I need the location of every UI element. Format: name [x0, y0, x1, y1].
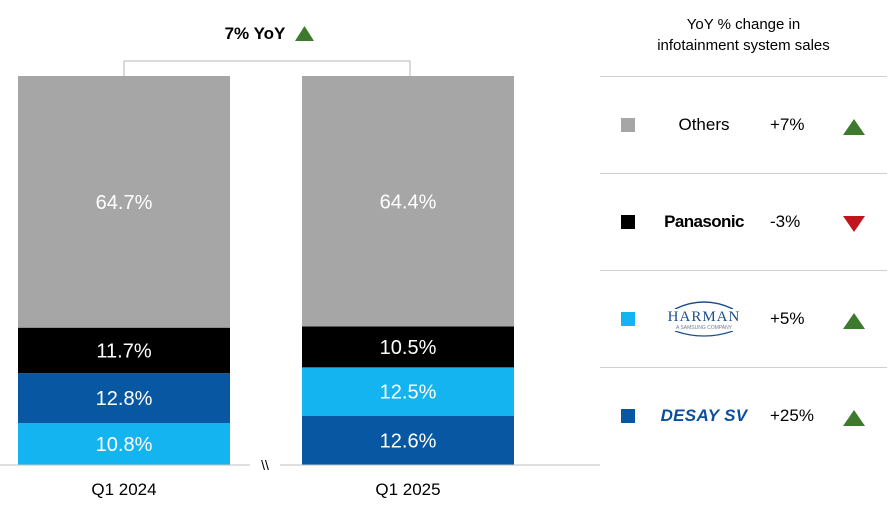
- legend-swatch: [621, 409, 635, 423]
- data-label-others-q1-2024: 64.7%: [96, 192, 153, 214]
- bar-segment-desay-sv-q1-2024: [18, 373, 230, 423]
- data-label-desay-sv-q1-2025: 12.6%: [380, 430, 437, 452]
- yoy-up-arrow-icon: [295, 26, 314, 41]
- legend-row-others: Others +7%: [600, 77, 887, 173]
- harman-logo: HARMAN A SAMSUNG COMPANY: [668, 299, 741, 339]
- data-label-harman-q1-2025: 12.5%: [380, 382, 437, 404]
- up-triangle-icon: [843, 313, 865, 329]
- legend-swatch: [621, 312, 635, 326]
- data-label-panasonic-q1-2025: 10.5%: [380, 337, 437, 359]
- yoy-bracket: [123, 60, 411, 76]
- data-label-panasonic-q1-2024: 11.7%: [96, 340, 151, 362]
- legend-change-others: +7%: [770, 115, 805, 134]
- legend-change-desay-sv: +25%: [770, 406, 814, 425]
- legend-swatch: [621, 118, 635, 132]
- legend-label-others: Others: [678, 115, 730, 134]
- harman-arc-bottom-icon: [674, 331, 734, 337]
- legend-panel: YoY % change in infotainment system sale…: [600, 0, 887, 470]
- harman-arc-icon: [674, 301, 734, 309]
- bar-segment-others-q1-2024: [18, 76, 230, 328]
- data-label-others-q1-2025: 64.4%: [380, 191, 437, 213]
- bar-segment-harman-q1-2024: [18, 422, 230, 465]
- legend-row-desay-sv: DESAY SV +25%: [600, 368, 887, 464]
- stacked-bar-chart: 7% YoY 10.8%12.8%11.7%64.7%12.6%12.5%10.…: [0, 24, 600, 499]
- data-label-harman-q1-2024: 10.8%: [96, 434, 153, 456]
- legend-title-line1: YoY % change in: [686, 16, 801, 33]
- legend-divider: [600, 367, 887, 368]
- legend-title-line2: infotainment system sales: [657, 37, 830, 54]
- yoy-annotation: 7% YoY: [225, 24, 286, 43]
- legend-divider: [600, 173, 887, 174]
- bars-group: 10.8% 12.8% 11.7% 64.7% 12.6% 12.5% 10.5% 64.4%: [18, 76, 514, 465]
- bar-segment-panasonic-q1-2025: [302, 326, 514, 368]
- down-triangle-icon: [843, 216, 865, 232]
- bar-segment-desay-sv-q1-2025: [302, 415, 514, 465]
- legend-change-panasonic: -3%: [770, 212, 801, 231]
- panasonic-logo: Panasonic: [664, 212, 744, 231]
- legend-divider: [600, 270, 887, 271]
- legend-divider: [600, 76, 887, 77]
- bar-segment-others-q1-2025: [302, 76, 514, 327]
- data-label-desay-sv-q1-2024: 12.8%: [96, 388, 153, 410]
- harman-subtitle: A SAMSUNG COMPANY: [675, 325, 733, 331]
- legend-row-harman: HARMAN A SAMSUNG COMPANY +5%: [600, 271, 887, 367]
- desay-sv-logo: DESAY SV: [660, 406, 748, 425]
- legend-change-harman: +5%: [770, 309, 805, 328]
- up-triangle-icon: [843, 410, 865, 426]
- legend-row-panasonic: Panasonic -3%: [600, 174, 887, 270]
- legend-swatch: [621, 215, 635, 229]
- axis-break-mark: \\: [261, 457, 269, 473]
- x-tick-label-q1-2025: Q1 2025: [375, 480, 440, 499]
- harman-wordmark: HARMAN: [667, 309, 741, 325]
- x-tick-labels: Q1 2024 Q1 2025: [91, 480, 440, 499]
- up-triangle-icon: [843, 119, 865, 135]
- bar-segment-panasonic-q1-2024: [18, 327, 230, 374]
- bar-segment-harman-q1-2025: [302, 367, 514, 416]
- x-tick-label-q1-2024: Q1 2024: [91, 480, 156, 499]
- legend-title: YoY % change in infotainment system sale…: [600, 14, 887, 56]
